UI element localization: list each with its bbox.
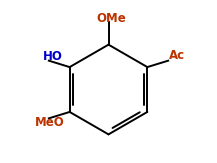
- Text: HO: HO: [43, 50, 63, 63]
- Text: OMe: OMe: [97, 12, 127, 25]
- Text: MeO: MeO: [35, 116, 64, 129]
- Text: Ac: Ac: [169, 49, 185, 62]
